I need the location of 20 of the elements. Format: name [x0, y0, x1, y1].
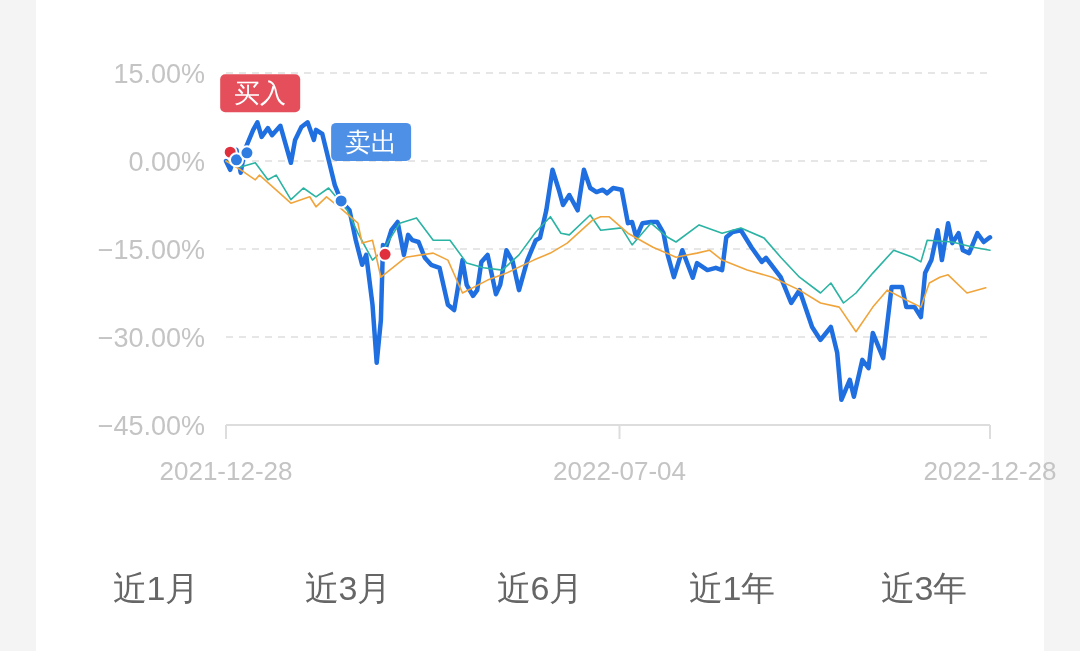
- y-tick-label: −45.00%: [97, 411, 205, 441]
- text: 近6月: [496, 569, 584, 607]
- y-tick-label: −15.00%: [97, 235, 205, 265]
- point: [377, 246, 393, 262]
- y-tick-label: −30.00%: [97, 323, 205, 353]
- text: 近3月: [304, 569, 392, 607]
- y-tick-label: 0.00%: [128, 147, 205, 177]
- x-tick-label: 2021-12-28: [159, 456, 293, 486]
- x-tick-label: 2022-12-28: [923, 456, 1057, 486]
- annotation: 买入: [234, 78, 287, 109]
- point: [228, 152, 244, 168]
- text: 近1月: [112, 569, 200, 607]
- text: 近1年: [688, 569, 776, 607]
- text: 近3年: [880, 569, 968, 607]
- x-tick-label: 2022-07-04: [553, 456, 687, 486]
- annotation: 卖出: [345, 126, 398, 157]
- line-series: [223, 120, 993, 403]
- point: [239, 145, 255, 161]
- point: [333, 193, 349, 209]
- y-tick-label: 15.00%: [113, 59, 205, 89]
